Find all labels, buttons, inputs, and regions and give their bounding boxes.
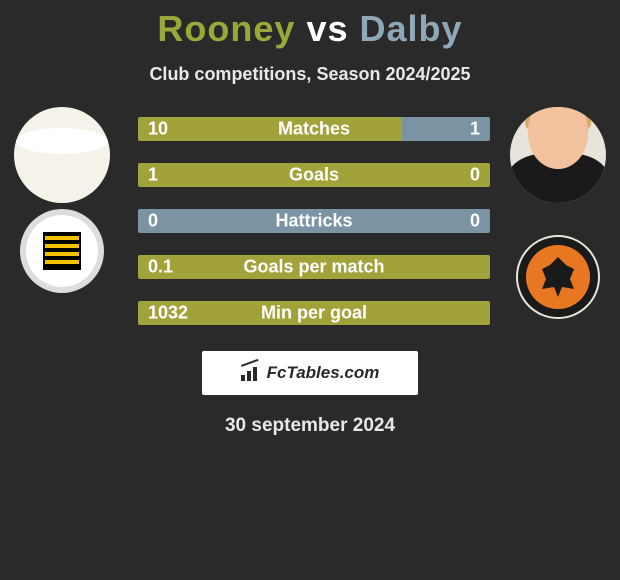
comparison-card: Rooney vs Dalby Club competitions, Seaso… <box>0 0 620 437</box>
stat-label: Goals per match <box>243 257 384 278</box>
stat-row: 0.1 Goals per match <box>138 255 490 279</box>
title-vs: vs <box>306 8 348 49</box>
stmirren-logo-icon <box>26 215 98 287</box>
stat-label: Matches <box>278 119 350 140</box>
stat-value-left: 1 <box>148 165 158 186</box>
stats-area: 101Matches10Goals00Hattricks0.1Goals per… <box>0 117 620 325</box>
title-player2: Dalby <box>360 8 463 49</box>
stat-value-right: 0 <box>470 211 480 232</box>
stat-value-right: 1 <box>470 119 480 140</box>
stat-value-right: 0 <box>470 165 480 186</box>
stat-row: 0 0 Hattricks <box>138 209 490 233</box>
stat-label: Hattricks <box>275 211 352 232</box>
title-player1: Rooney <box>157 8 295 49</box>
stat-value-left: 10 <box>148 119 168 140</box>
player1-silhouette <box>16 128 108 154</box>
stat-value-left: 1032 <box>148 303 188 324</box>
dundee-logo-icon <box>526 245 590 309</box>
stat-value-left: 0 <box>148 211 158 232</box>
brand-text: FcTables.com <box>267 363 380 383</box>
player1-photo <box>14 107 110 203</box>
stat-label: Goals <box>289 165 339 186</box>
brand-box: FcTables.com <box>202 351 418 395</box>
stat-value-left: 0.1 <box>148 257 173 278</box>
page-title: Rooney vs Dalby <box>0 8 620 50</box>
stat-bar-left <box>138 117 402 141</box>
stat-row: 1032 Min per goal <box>138 301 490 325</box>
stat-bars: 101Matches10Goals00Hattricks0.1Goals per… <box>138 117 490 325</box>
date-text: 30 september 2024 <box>0 415 620 437</box>
player2-club-logo <box>516 235 600 319</box>
stat-row: 1 0 Goals <box>138 163 490 187</box>
player2-photo <box>510 107 606 203</box>
chart-icon <box>241 365 261 381</box>
subtitle: Club competitions, Season 2024/2025 <box>0 64 620 85</box>
stat-label: Min per goal <box>261 303 367 324</box>
player1-club-logo <box>20 209 104 293</box>
stat-row: 10 1 Matches <box>138 117 490 141</box>
